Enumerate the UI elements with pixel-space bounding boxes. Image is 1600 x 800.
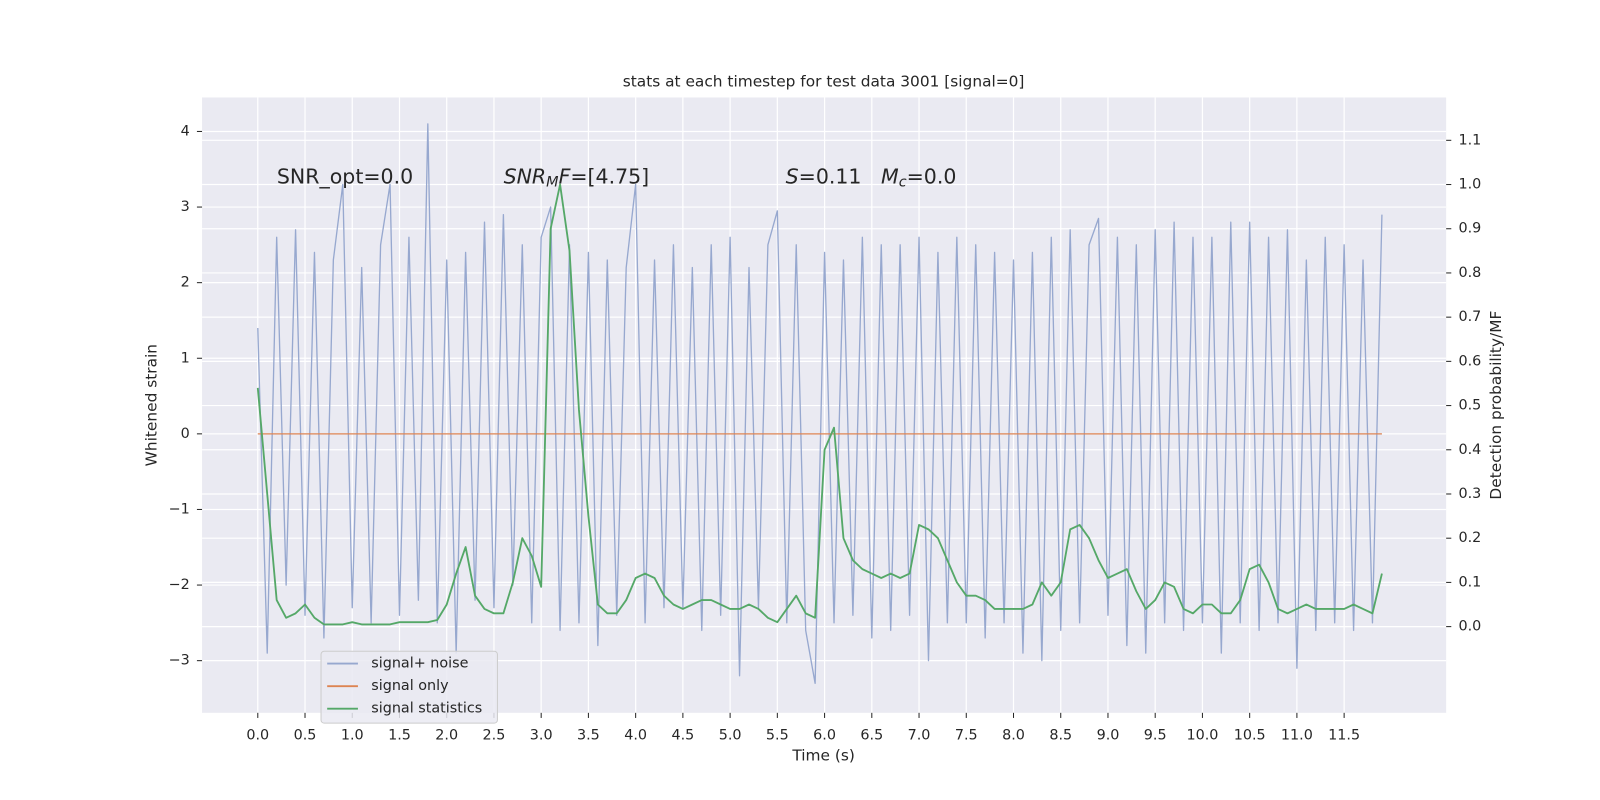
x-tick-label: 7.5 (955, 727, 978, 743)
x-tick-label: 2.5 (483, 727, 506, 743)
x-tick-label: 10.0 (1186, 727, 1218, 743)
annotation-part: F (559, 164, 572, 188)
y2-tick-label: 0.8 (1458, 265, 1481, 281)
y-tick-label: 0 (181, 426, 190, 442)
x-tick-label: 6.0 (813, 727, 836, 743)
y-tick-label: −2 (169, 577, 190, 593)
axes: 0.0 0.5 1.0 1.5 2.0 2.5 3.0 3.5 4.0 4.5 5.0 5.5 6.0 6… (169, 123, 1482, 743)
x-tick-label: 11.5 (1328, 727, 1360, 743)
x-tick-label: 0.0 (246, 727, 269, 743)
x-tick-label: 7.0 (908, 727, 931, 743)
y-tick-label: −3 (169, 653, 190, 669)
annotation: SNR_opt=0.0 (277, 164, 413, 189)
annotation-part: SNR_opt=0.0 (277, 164, 413, 189)
annotation-part: c (899, 175, 907, 191)
y2-tick-label: 0.4 (1458, 442, 1481, 458)
x-tick-label: 3.0 (530, 727, 553, 743)
y2-tick-label: 0.2 (1458, 530, 1481, 546)
annotation-part: =[4.75] (570, 164, 649, 188)
y2-tick-label: 1.0 (1458, 177, 1481, 193)
marks (256, 123, 1383, 684)
x-tick-label: 1.5 (388, 727, 411, 743)
y2-tick-label: 0.3 (1458, 486, 1481, 502)
x-tick-label: 6.5 (860, 727, 883, 743)
chart-title: stats at each timestep for test data 300… (623, 73, 1025, 91)
annotation-part: SNR (504, 164, 547, 188)
y-tick-label: 3 (181, 199, 190, 215)
x-tick-label: 8.0 (1002, 727, 1025, 743)
x-tick-label: 4.5 (671, 727, 694, 743)
x-tick-label: 11.0 (1281, 727, 1313, 743)
annotation: S=0.11 Mc=0.0 (786, 164, 957, 190)
x-tick-label: 10.5 (1234, 727, 1266, 743)
y2-axis-label: Detection probability/MF (1487, 311, 1505, 500)
x-tick-label: 4.0 (624, 727, 647, 743)
x-tick-label: 3.5 (577, 727, 600, 743)
y2-tick-label: 0.0 (1458, 619, 1481, 635)
legend-label: signal only (371, 678, 449, 694)
y-tick-label: 4 (181, 123, 190, 139)
x-axis-label: Time (s) (791, 746, 855, 764)
series-line (256, 183, 1383, 626)
annotation-part: =0.0 (907, 164, 957, 188)
legend-label: signal statistics (371, 701, 482, 717)
x-tick-label: 9.0 (1097, 727, 1120, 743)
annotation-part: S (786, 164, 799, 188)
legend-box (320, 650, 498, 724)
x-tick-label: 2.0 (435, 727, 458, 743)
annotation-part: M (546, 175, 558, 191)
annotation-part: M (881, 164, 899, 188)
y-axis-label: Whitened strain (142, 344, 160, 466)
y2-tick-label: 0.6 (1458, 353, 1481, 369)
x-tick-label: 8.5 (1049, 727, 1072, 743)
legend: signal+ noise signal only signal statistic… (320, 650, 498, 724)
legend-label: signal+ noise (371, 656, 468, 672)
y2-tick-label: 0.1 (1458, 574, 1481, 590)
annotation: SNRMF=[4.75] (504, 164, 650, 190)
series-line (257, 123, 1383, 684)
y2-tick-label: 0.5 (1458, 398, 1481, 414)
y2-tick-label: 1.1 (1458, 132, 1481, 148)
x-tick-label: 1.0 (341, 727, 364, 743)
y2-tick-label: 0.7 (1458, 309, 1481, 325)
x-tick-label: 5.0 (719, 727, 742, 743)
y-tick-label: 1 (181, 350, 190, 366)
y-tick-label: 2 (181, 275, 190, 291)
x-tick-label: 9.5 (1144, 727, 1167, 743)
y-tick-label: −1 (169, 501, 190, 517)
x-tick-label: 0.5 (294, 727, 317, 743)
y2-tick-label: 0.9 (1458, 221, 1481, 237)
annotation-part: =0.11 (799, 164, 881, 188)
x-tick-label: 5.5 (766, 727, 789, 743)
